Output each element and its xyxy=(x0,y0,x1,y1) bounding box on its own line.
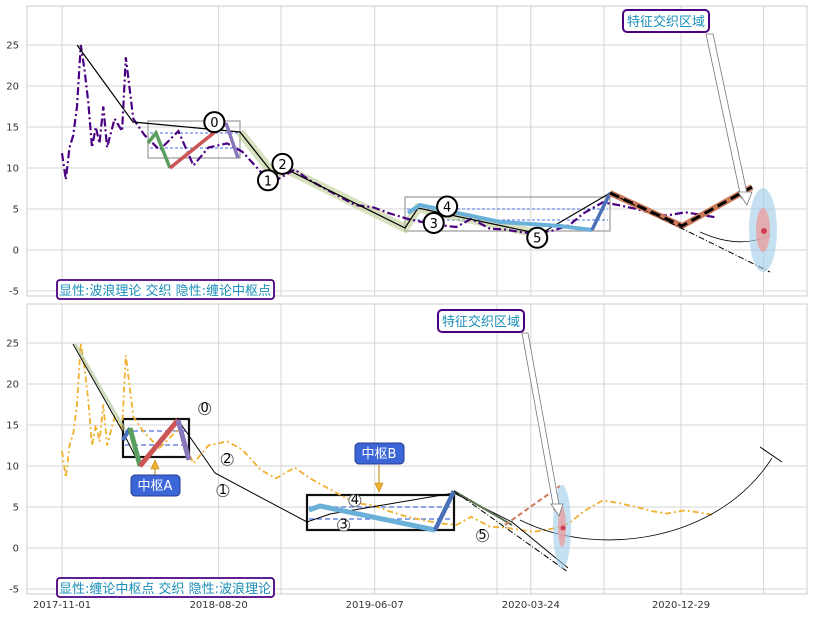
bottom-x-ticks: 2017-11-01 2018-08-20 2019-06-07 2020-03-24… xyxy=(33,600,710,611)
y-tick-label: 0 xyxy=(13,544,19,555)
bottom-arrow-head xyxy=(550,503,564,517)
y-tick-label: 20 xyxy=(6,380,19,391)
top-feature-label: 特征交织区域 xyxy=(627,14,705,30)
pivot-b-label: 中枢B xyxy=(362,447,397,462)
bottom-arc-cap xyxy=(759,446,783,463)
wave-point-marker xyxy=(216,484,230,498)
y-tick-label: 0 xyxy=(13,246,19,257)
top-segment-blue xyxy=(590,192,612,231)
wave-point-marker xyxy=(422,211,445,234)
wave-point-label: 3 xyxy=(430,217,438,232)
y-tick-label: -5 xyxy=(9,585,19,596)
bottom-segment-dark xyxy=(453,490,513,526)
bottom-highlight-dot xyxy=(560,525,566,531)
wave-point-marker xyxy=(476,529,490,543)
top-forecast-line xyxy=(609,192,771,273)
top-panel: -5 0 5 10 15 20 25 0 12 34 5 xyxy=(6,5,808,300)
bottom-wave-markers: 0 1 2 34 5 xyxy=(198,401,490,543)
wave-point-marker xyxy=(526,226,549,249)
wave-point-label: 2 xyxy=(278,158,286,173)
top-corner-label: 显性:波浪理论 交织 隐性:缠论中枢点 xyxy=(59,283,271,299)
wave-point-label: 0 xyxy=(201,401,209,416)
bottom-feature-label: 特征交织区域 xyxy=(442,314,520,330)
y-tick-label: 10 xyxy=(6,462,19,473)
bottom-corner-label-box xyxy=(56,577,275,598)
wave-point-marker xyxy=(198,402,212,416)
y-tick-label: 20 xyxy=(6,82,19,93)
bottom-forecast-line xyxy=(453,490,569,573)
top-arrow-head xyxy=(737,191,753,206)
wave-point-marker xyxy=(203,111,226,134)
top-zone-box-1 xyxy=(147,120,241,159)
top-y-ticks: -5 0 5 10 15 20 25 xyxy=(6,41,19,298)
wave-point-label: 5 xyxy=(533,232,541,247)
y-tick-label: 5 xyxy=(13,205,19,216)
wave-point-label: 2 xyxy=(223,452,231,467)
wave-point-label: 3 xyxy=(339,518,347,533)
pivot-b-arrow xyxy=(374,482,384,493)
wave-point-marker xyxy=(220,452,234,466)
wave-point-marker xyxy=(436,195,459,218)
y-tick-label: -5 xyxy=(9,287,19,298)
top-feature-label-box xyxy=(622,9,710,33)
top-corner-label-box xyxy=(56,279,275,300)
x-tick-label: 2017-11-01 xyxy=(33,600,91,611)
x-tick-label: 2019-06-07 xyxy=(346,600,404,611)
bottom-segment-purple xyxy=(175,419,192,461)
top-segment-purple xyxy=(224,122,240,159)
wave-point-label: 5 xyxy=(478,528,486,543)
wave-point-label: 1 xyxy=(264,174,272,189)
wave-point-label: 1 xyxy=(219,483,227,498)
bottom-y-ticks: -5 0 5 10 15 20 25 xyxy=(6,339,19,596)
wave-point-marker xyxy=(337,518,351,532)
y-tick-label: 5 xyxy=(13,503,19,514)
wave-point-marker xyxy=(271,152,294,175)
y-tick-label: 15 xyxy=(6,421,19,432)
wave-point-label: 0 xyxy=(210,116,218,131)
pivot-a-box xyxy=(130,474,181,497)
bottom-feature-label-box xyxy=(437,309,525,333)
wave-point-marker xyxy=(348,493,362,507)
bottom-segment-red xyxy=(138,418,180,468)
bottom-corner-label: 显性:缠论中枢点 交织 隐性:波浪理论 xyxy=(59,581,271,597)
bottom-segment-lightblue xyxy=(308,503,436,533)
bottom-zone-box-2 xyxy=(305,493,456,532)
bottom-segment-blue-2 xyxy=(432,490,457,531)
y-tick-label: 15 xyxy=(6,123,19,134)
x-tick-label: 2020-03-24 xyxy=(502,600,560,611)
wave-point-label: 4 xyxy=(351,493,359,508)
y-tick-label: 25 xyxy=(6,339,19,350)
top-segment-green xyxy=(146,129,172,169)
wave-point-marker xyxy=(256,169,279,192)
pivot-b-box xyxy=(354,442,405,465)
top-highlight-dot xyxy=(761,228,767,234)
wave-point-label: 4 xyxy=(443,201,451,216)
y-tick-label: 25 xyxy=(6,41,19,52)
top-extension-dashed xyxy=(609,185,753,228)
top-segment-lightblue xyxy=(406,202,593,232)
bottom-trend-band xyxy=(73,343,127,431)
top-plot-frame xyxy=(26,5,808,297)
pivot-a-label: 中枢A xyxy=(138,479,173,494)
top-grid xyxy=(27,6,807,296)
x-tick-label: 2018-08-20 xyxy=(190,600,248,611)
bottom-forecast-arc xyxy=(519,457,773,541)
bottom-plot-frame xyxy=(26,303,808,595)
top-wave-markers: 0 12 34 5 xyxy=(203,111,549,249)
y-tick-label: 10 xyxy=(6,164,19,175)
bottom-segment-green xyxy=(127,427,143,467)
x-tick-label: 2020-12-29 xyxy=(652,600,710,611)
top-price-line xyxy=(60,44,716,235)
